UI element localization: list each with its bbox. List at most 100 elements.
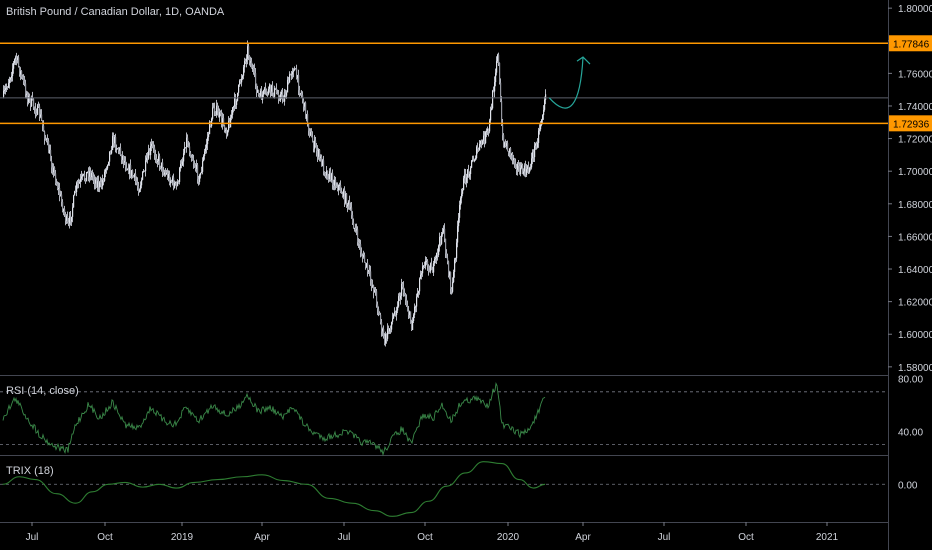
candle-body <box>247 46 249 59</box>
candle-body <box>227 130 229 136</box>
candle-body <box>155 154 157 159</box>
candle-body <box>40 114 42 117</box>
candle-body <box>537 142 539 148</box>
time-tick-label: 2019 <box>171 532 194 543</box>
candle-body <box>301 93 303 96</box>
candle-body <box>322 160 324 167</box>
candle-body <box>101 182 103 187</box>
candle-body <box>376 291 378 305</box>
candle-body <box>419 278 421 292</box>
candle-body <box>64 209 66 215</box>
candle-body <box>255 73 257 84</box>
candle-body <box>289 74 291 83</box>
candle-body <box>315 140 317 146</box>
forecast-arrow-head <box>576 56 591 65</box>
rsi-pane[interactable] <box>0 381 888 457</box>
candle-body <box>353 222 355 229</box>
candle-body <box>191 157 193 159</box>
candle-body <box>8 83 10 88</box>
candle-body <box>9 79 11 84</box>
candle-body <box>194 163 196 167</box>
candle-body <box>373 285 375 293</box>
candle-body <box>448 261 450 276</box>
candle-body <box>61 194 63 202</box>
candle-body <box>202 160 204 172</box>
candle-body <box>337 186 339 191</box>
candle-body <box>371 280 373 287</box>
candle-body <box>523 171 525 174</box>
candle-body <box>290 74 292 76</box>
candle-body <box>535 143 537 146</box>
trix-label: TRIX (18) <box>6 465 54 477</box>
candle-body <box>21 71 23 77</box>
candle-body <box>149 150 151 156</box>
candle-body <box>6 87 8 89</box>
candle-body <box>244 61 246 68</box>
candle-body <box>504 142 506 147</box>
candle-body <box>18 57 20 67</box>
candle-body <box>472 159 474 161</box>
candle-body <box>3 90 5 97</box>
candle-body <box>467 169 469 178</box>
candle-body <box>229 121 231 128</box>
candle-body <box>515 163 517 168</box>
candle-body <box>342 193 344 197</box>
candle-body <box>74 191 76 196</box>
candle-body <box>175 181 177 183</box>
candle-body <box>120 148 122 155</box>
candle-body <box>363 255 365 257</box>
candle-body <box>167 172 169 179</box>
candle-body <box>402 283 404 288</box>
candle-body <box>293 70 295 72</box>
candle-body <box>334 179 336 186</box>
candle-body <box>258 90 260 95</box>
candle-body <box>492 90 494 109</box>
candle-body <box>483 135 485 141</box>
candle-body <box>54 167 56 174</box>
price-tick-label: 1.80000 <box>898 4 932 15</box>
candle-body <box>489 120 491 132</box>
candle-body <box>257 90 259 93</box>
candle-body <box>298 75 300 91</box>
candle-body <box>248 46 250 57</box>
candle-body <box>205 147 207 152</box>
candle-body <box>525 165 527 175</box>
candle-body <box>171 180 173 182</box>
candle-body <box>545 94 547 100</box>
candle-body <box>473 159 475 162</box>
candle-body <box>152 143 154 147</box>
candle-body <box>327 170 329 179</box>
candle-body <box>295 68 297 70</box>
candle-body <box>201 171 203 173</box>
candle-body <box>166 172 168 174</box>
candle-body <box>278 94 280 100</box>
candle-body <box>176 181 178 186</box>
candle-body <box>336 185 338 187</box>
price-tick-label: 1.66000 <box>898 232 932 243</box>
trix-pane[interactable] <box>0 461 888 517</box>
time-tick-label: Apr <box>575 532 591 543</box>
candle-body <box>49 149 51 154</box>
candle-body <box>324 171 326 173</box>
candle-body <box>63 209 65 212</box>
candle-body <box>43 125 45 132</box>
candle-body <box>470 167 472 175</box>
candle-body <box>60 194 62 196</box>
candle-body <box>153 146 155 148</box>
candle-body <box>12 68 14 77</box>
rsi-tick-label: 80.00 <box>898 375 923 386</box>
candle-body <box>77 182 79 184</box>
main-pane[interactable] <box>0 40 888 347</box>
candle-body <box>20 71 22 75</box>
candle-body <box>387 328 389 339</box>
candle-body <box>456 242 458 259</box>
candle-body <box>522 165 524 174</box>
candle-body <box>296 68 298 79</box>
candle-body <box>476 146 478 158</box>
candle-body <box>233 106 235 108</box>
candle-body <box>263 90 265 95</box>
candle-body <box>346 193 348 207</box>
candle-body <box>477 146 479 150</box>
candle-body <box>57 183 59 190</box>
candle-body <box>463 178 465 190</box>
